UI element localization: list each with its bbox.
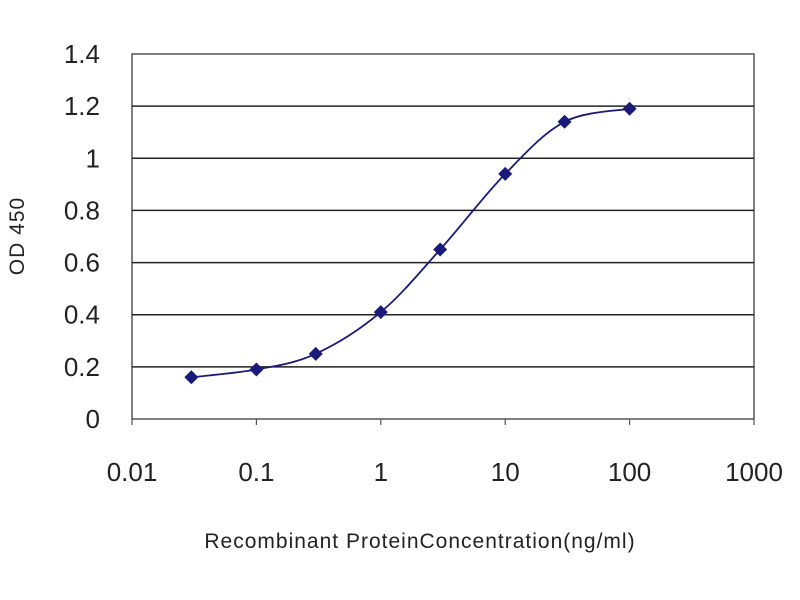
y-tick-label: 0.2 (64, 352, 100, 382)
x-axis-label: Recombinant ProteinConcentration(ng/ml) (204, 530, 635, 553)
plot-area (131, 53, 755, 420)
y-tick-label: 0.8 (64, 195, 100, 225)
y-tick-label: 0.6 (64, 248, 100, 278)
data-point (249, 362, 264, 377)
x-tick-label: 0.1 (238, 457, 274, 487)
y-tick-labels: 0 0.2 0.4 0.6 0.8 1 1.2 1.4 (64, 39, 100, 434)
data-point (184, 370, 199, 385)
y-tick-label: 1 (86, 143, 100, 173)
x-tick-label: 1 (374, 457, 388, 487)
y-tick-label: 0.4 (64, 300, 100, 330)
y-tick-label: 1.2 (64, 91, 100, 121)
data-point (498, 166, 513, 181)
y-tick-label: 1.4 (64, 39, 100, 69)
grid-lines (132, 105, 754, 368)
series-group (184, 101, 637, 385)
x-tick-label: 100 (608, 457, 651, 487)
data-point (373, 305, 388, 320)
data-point (308, 346, 323, 361)
series-line (191, 107, 630, 379)
data-point (622, 101, 637, 116)
data-point (557, 114, 572, 129)
x-tick-label: 10 (491, 457, 520, 487)
data-point (433, 242, 448, 257)
x-tick-label: 1000 (725, 457, 783, 487)
y-tick-label: 0 (86, 404, 100, 434)
x-tick-labels: 0.01 0.1 1 10 100 1000 (107, 419, 783, 487)
y-axis-label: OD 450 (6, 197, 29, 275)
x-tick-label: 0.01 (107, 457, 158, 487)
